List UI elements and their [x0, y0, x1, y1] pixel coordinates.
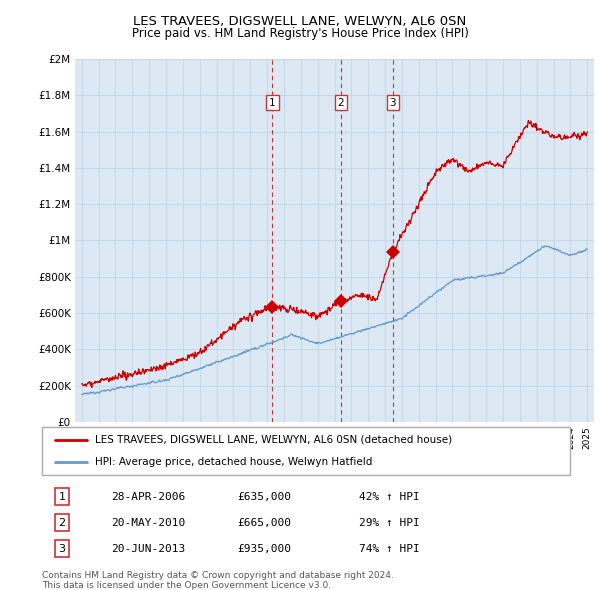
Text: 20-MAY-2010: 20-MAY-2010: [110, 518, 185, 527]
Text: 2: 2: [59, 518, 65, 527]
Text: 42% ↑ HPI: 42% ↑ HPI: [359, 491, 419, 502]
Text: 3: 3: [389, 97, 396, 107]
Text: 29% ↑ HPI: 29% ↑ HPI: [359, 518, 419, 527]
Text: 1: 1: [269, 97, 276, 107]
Text: Price paid vs. HM Land Registry's House Price Index (HPI): Price paid vs. HM Land Registry's House …: [131, 27, 469, 40]
Text: 1: 1: [59, 491, 65, 502]
Text: LES TRAVEES, DIGSWELL LANE, WELWYN, AL6 0SN: LES TRAVEES, DIGSWELL LANE, WELWYN, AL6 …: [133, 15, 467, 28]
Text: £665,000: £665,000: [238, 518, 292, 527]
Text: 2: 2: [338, 97, 344, 107]
Text: £635,000: £635,000: [238, 491, 292, 502]
Text: Contains HM Land Registry data © Crown copyright and database right 2024.
This d: Contains HM Land Registry data © Crown c…: [42, 571, 394, 590]
Text: LES TRAVEES, DIGSWELL LANE, WELWYN, AL6 0SN (detached house): LES TRAVEES, DIGSWELL LANE, WELWYN, AL6 …: [95, 435, 452, 445]
Text: 74% ↑ HPI: 74% ↑ HPI: [359, 544, 419, 554]
Text: 28-APR-2006: 28-APR-2006: [110, 491, 185, 502]
Text: 20-JUN-2013: 20-JUN-2013: [110, 544, 185, 554]
FancyBboxPatch shape: [42, 427, 570, 475]
Text: £935,000: £935,000: [238, 544, 292, 554]
Text: 3: 3: [59, 544, 65, 554]
Text: HPI: Average price, detached house, Welwyn Hatfield: HPI: Average price, detached house, Welw…: [95, 457, 372, 467]
